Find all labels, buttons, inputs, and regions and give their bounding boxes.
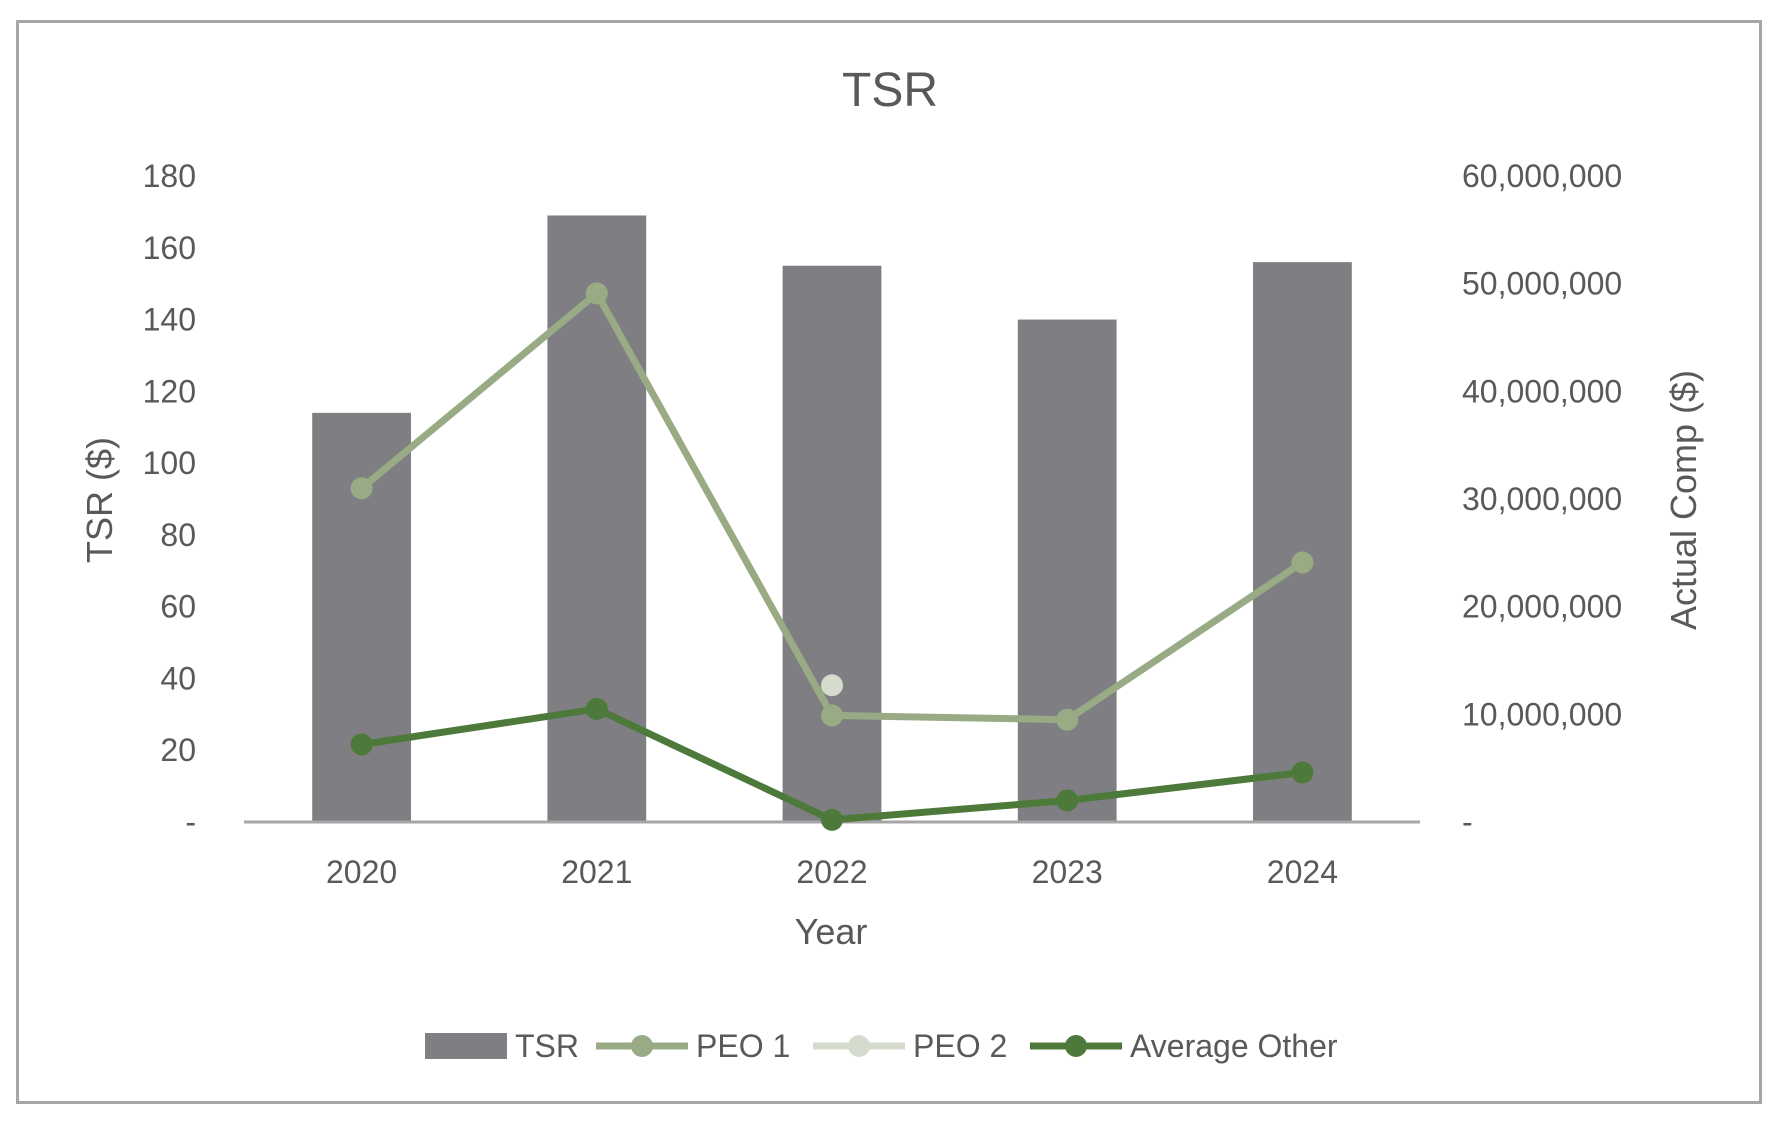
legend-label-average-other: Average Other xyxy=(1130,1028,1338,1064)
tsr-bar xyxy=(1253,262,1352,823)
y-tick-label: 60 xyxy=(160,589,196,625)
legend-marker-peo-1 xyxy=(631,1035,653,1057)
legend-marker-average-other xyxy=(1065,1035,1087,1057)
y-tick-label: 120 xyxy=(143,373,196,409)
chart-frame xyxy=(16,20,1762,1104)
x-tick-label: 2024 xyxy=(1267,854,1338,890)
y2-axis-title: Actual Comp ($) xyxy=(1663,370,1704,630)
legend-swatch-tsr xyxy=(425,1033,507,1059)
average-other-point xyxy=(1056,789,1079,812)
left-axis-ticks: - 20 40 60 80 100 120 140 160 180 xyxy=(143,158,196,840)
legend-label-peo-2: PEO 2 xyxy=(913,1028,1007,1064)
y2-tick-label: - xyxy=(1462,804,1473,840)
legend-label-peo-1: PEO 1 xyxy=(696,1028,790,1064)
x-tick-label: 2020 xyxy=(326,854,397,890)
tsr-bar xyxy=(547,215,647,822)
y2-tick-label: 10,000,000 xyxy=(1462,696,1622,732)
peo-2-point xyxy=(821,674,843,697)
chart-title: TSR xyxy=(842,64,938,117)
y-tick-label: 80 xyxy=(160,517,196,553)
tsr-bar xyxy=(1017,319,1117,822)
legend-marker-peo-2 xyxy=(848,1035,870,1057)
peo-1-point xyxy=(821,704,843,727)
x-axis-ticks: 2020 2021 2022 2023 2024 xyxy=(326,854,1338,890)
peo-1-point xyxy=(585,282,608,305)
peo-1-point xyxy=(1291,551,1314,574)
tsr-bar xyxy=(312,412,411,822)
tsr-bar xyxy=(782,265,882,822)
y-axis-title: TSR ($) xyxy=(79,437,120,563)
x-tick-label: 2022 xyxy=(796,854,867,890)
y-tick-label: 180 xyxy=(143,158,196,194)
y-tick-label: 100 xyxy=(143,445,196,481)
legend-label-tsr: TSR xyxy=(515,1028,579,1064)
average-other-point xyxy=(1291,761,1314,784)
x-tick-label: 2021 xyxy=(561,854,632,890)
average-other-point xyxy=(350,733,373,756)
peo-1-point xyxy=(1056,708,1079,731)
right-axis-ticks: - 10,000,000 20,000,000 30,000,000 40,000,00… xyxy=(1462,158,1622,840)
y2-tick-label: 50,000,000 xyxy=(1462,266,1622,302)
legend: TSR PEO 1 PEO 2 Average Other xyxy=(425,1028,1338,1064)
average-other-point xyxy=(821,808,843,831)
y2-tick-label: 40,000,000 xyxy=(1462,373,1622,409)
y2-tick-label: 60,000,000 xyxy=(1462,158,1622,194)
peo-1-point xyxy=(350,477,373,500)
y-tick-label: 20 xyxy=(160,732,196,768)
y-tick-label: 140 xyxy=(143,302,196,338)
average-other-point xyxy=(585,697,608,720)
y-tick-label: - xyxy=(185,804,196,840)
line-layer xyxy=(350,282,1314,831)
y-tick-label: 160 xyxy=(143,230,196,266)
x-tick-label: 2023 xyxy=(1032,854,1103,890)
y2-tick-label: 30,000,000 xyxy=(1462,481,1622,517)
y-tick-label: 40 xyxy=(160,660,196,696)
x-axis-title: Year xyxy=(795,911,868,952)
y2-tick-label: 20,000,000 xyxy=(1462,589,1622,625)
